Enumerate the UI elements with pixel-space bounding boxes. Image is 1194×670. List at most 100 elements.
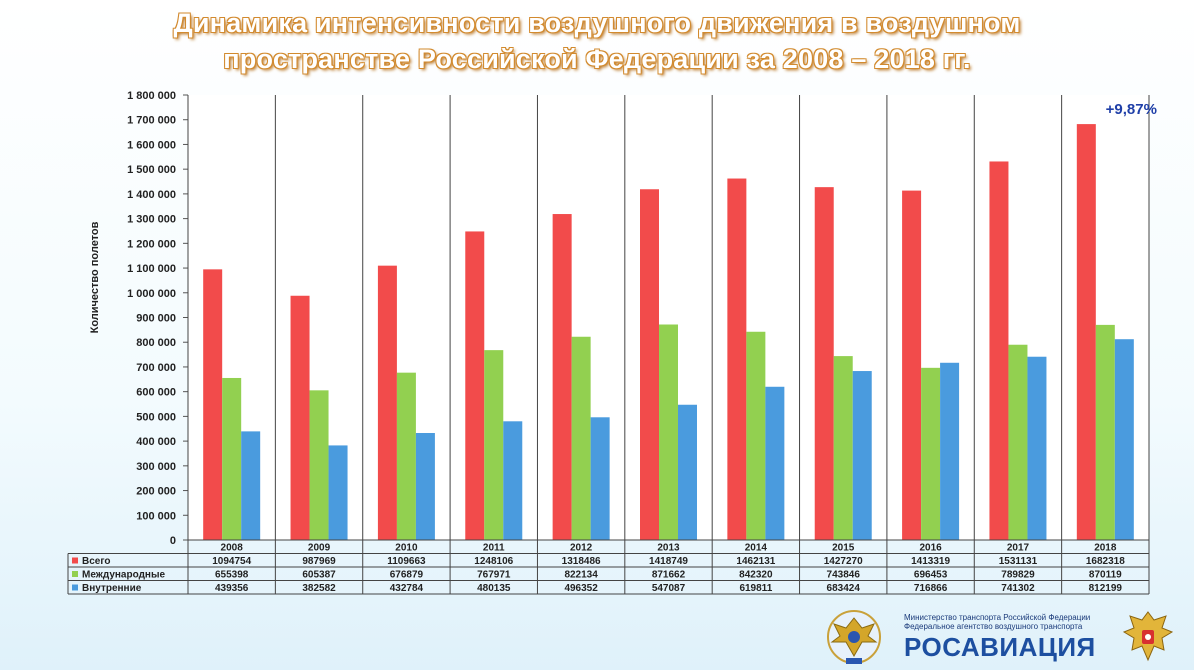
table-value-Внутренние-2008: 439356 — [215, 583, 249, 594]
ministry-caption: Министерство транспорта Российской Федер… — [904, 613, 1124, 631]
page-title-line-2: пространстве Российской Федерации за 200… — [223, 44, 971, 74]
bar-Международные-2015 — [833, 356, 853, 540]
bar-Внутренние-2012 — [590, 417, 610, 540]
ministry-line-2: Федеральное агентство воздушного транспо… — [904, 622, 1083, 631]
category-label-2013: 2013 — [657, 543, 680, 554]
bar-Международные-2012 — [571, 336, 591, 540]
bar-Международные-2011 — [484, 350, 504, 540]
table-value-Всего-2013: 1418749 — [649, 556, 688, 567]
category-label-2011: 2011 — [483, 543, 505, 554]
bar-Всего-2014 — [727, 178, 747, 540]
y-tick-label: 200 000 — [136, 486, 176, 498]
y-tick-label: 1 400 000 — [127, 189, 176, 201]
category-label-2018: 2018 — [1094, 543, 1117, 554]
table-value-Всего-2010: 1109663 — [387, 556, 426, 567]
y-tick-label: 1 500 000 — [127, 164, 176, 176]
y-tick-label: 900 000 — [136, 313, 176, 325]
y-tick-label: 700 000 — [136, 362, 176, 374]
table-value-Международные-2018: 870119 — [1089, 570, 1122, 581]
table-value-Всего-2008: 1094754 — [212, 556, 251, 567]
y-tick-label: 100 000 — [136, 510, 176, 522]
bar-Внутренние-2016 — [940, 362, 960, 540]
category-label-2012: 2012 — [570, 543, 593, 554]
bar-Международные-2014 — [746, 331, 766, 540]
table-value-Всего-2011: 1248106 — [474, 556, 513, 567]
y-tick-label: 0 — [170, 535, 176, 547]
bar-Внутренние-2014 — [765, 386, 785, 540]
ministry-line-1: Министерство транспорта Российской Федер… — [904, 613, 1091, 622]
table-value-Внутренние-2016: 716866 — [914, 583, 948, 594]
bar-Международные-2010 — [396, 372, 416, 540]
bar-Внутренние-2017 — [1027, 356, 1047, 540]
table-value-Внутренние-2009: 382582 — [302, 583, 336, 594]
legend-label-Всего: Всего — [82, 556, 111, 567]
y-tick-label: 300 000 — [136, 461, 176, 473]
y-tick-label: 1 700 000 — [127, 115, 176, 127]
table-value-Всего-2009: 987969 — [302, 556, 336, 567]
table-value-Всего-2018: 1682318 — [1086, 556, 1125, 567]
y-tick-label: 1 100 000 — [127, 263, 176, 275]
brand-wordmark: РОСАВИАЦИЯ — [904, 632, 1096, 662]
bar-Международные-2016 — [921, 367, 941, 540]
bar-Всего-2012 — [552, 214, 572, 540]
table-value-Внутренние-2011: 480135 — [477, 583, 511, 594]
category-label-2009: 2009 — [308, 543, 331, 554]
category-label-2016: 2016 — [919, 543, 942, 554]
y-tick-label: 1 000 000 — [127, 288, 176, 300]
bar-Внутренние-2009 — [328, 445, 348, 540]
table-value-Внутренние-2017: 741302 — [1001, 583, 1035, 594]
bar-Всего-2017 — [989, 161, 1009, 540]
table-value-Внутренние-2010: 432784 — [390, 583, 424, 594]
growth-annotation: +9,87% — [1106, 101, 1157, 118]
bar-Всего-2009 — [290, 295, 310, 540]
bar-Внутренние-2011 — [503, 421, 523, 540]
bar-Внутренние-2010 — [415, 433, 435, 540]
table-value-Международные-2014: 842320 — [739, 570, 773, 581]
legend-label-Внутренние: Внутренние — [82, 583, 142, 594]
coat-of-arms-icon — [1122, 611, 1174, 662]
table-value-Международные-2016: 696453 — [914, 570, 948, 581]
table-value-Международные-2011: 767971 — [477, 570, 511, 581]
table-value-Всего-2016: 1413319 — [911, 556, 950, 567]
y-tick-label: 1 600 000 — [127, 139, 176, 151]
bar-Международные-2009 — [309, 390, 329, 540]
table-value-Внутренние-2012: 496352 — [564, 583, 598, 594]
bar-Всего-2011 — [465, 231, 485, 540]
bar-Внутренние-2013 — [678, 404, 697, 540]
bar-Внутренние-2015 — [852, 371, 872, 540]
y-tick-label: 500 000 — [136, 411, 176, 423]
page-title-line-1: Динамика интенсивности воздушного движен… — [173, 8, 1021, 38]
y-tick-label: 1 200 000 — [127, 238, 176, 250]
y-tick-label: 1 300 000 — [127, 214, 176, 226]
legend-key-Международные — [72, 571, 78, 577]
bar-Всего-2018 — [1076, 124, 1096, 541]
bar-Международные-2013 — [659, 324, 678, 540]
bar-Внутренние-2018 — [1114, 339, 1134, 540]
bar-chart: 0 100 000 200 000 300 000 400 000 500 000 600 … — [67, 90, 1157, 595]
eagle-emblem-icon — [827, 610, 881, 664]
y-tick-label: 1 800 000 — [127, 90, 176, 102]
table-value-Международные-2015: 743846 — [827, 570, 861, 581]
legend-key-Внутренние — [72, 584, 78, 591]
table-value-Международные-2010: 676879 — [390, 570, 424, 581]
category-label-2010: 2010 — [395, 543, 418, 554]
bar-Всего-2010 — [377, 265, 397, 540]
table-value-Международные-2013: 871662 — [652, 570, 686, 581]
bar-Всего-2015 — [814, 187, 834, 540]
y-axis-title: Количество полетов — [89, 221, 101, 333]
y-tick-label: 400 000 — [136, 436, 176, 448]
bar-Внутренние-2008 — [241, 431, 261, 540]
table-value-Внутренние-2015: 683424 — [827, 583, 861, 594]
table-value-Международные-2012: 822134 — [564, 570, 598, 581]
table-value-Всего-2015: 1427270 — [824, 556, 863, 567]
bar-Международные-2017 — [1008, 344, 1028, 540]
table-value-Всего-2017: 1531131 — [999, 556, 1038, 567]
category-label-2017: 2017 — [1007, 543, 1030, 554]
table-value-Внутренние-2018: 812199 — [1089, 583, 1123, 594]
table-value-Международные-2017: 789829 — [1001, 570, 1035, 581]
bar-Международные-2018 — [1095, 324, 1115, 540]
table-value-Внутренние-2014: 619811 — [739, 583, 772, 594]
bar-Всего-2008 — [203, 269, 223, 540]
bar-Всего-2016 — [902, 190, 922, 540]
category-label-2008: 2008 — [221, 543, 244, 554]
